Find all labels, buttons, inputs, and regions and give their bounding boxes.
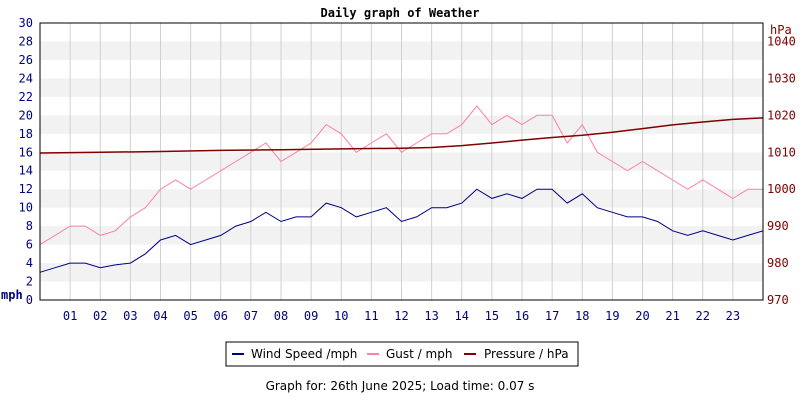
right-tick-label: 1030 <box>767 71 796 85</box>
gust-series-line <box>39 105 763 246</box>
left-tick-label: 14 <box>19 164 33 178</box>
x-axis-ticks: 01 02 03 04 05 06 07 08 09 10 11 12 13 14 15 16 17 18 19 20… <box>63 309 740 323</box>
right-tick-label: 990 <box>767 219 789 233</box>
left-tick-label: 28 <box>19 34 33 48</box>
x-tick-label: 10 <box>334 309 348 323</box>
right-tick-label: 970 <box>767 293 789 307</box>
left-axis-unit: mph <box>1 288 23 302</box>
x-tick-label: 03 <box>123 309 137 323</box>
left-tick-label: 0 <box>26 293 33 307</box>
x-tick-label: 21 <box>665 309 679 323</box>
left-tick-label: 2 <box>26 275 33 289</box>
legend: Wind Speed /mph Gust / mph Pressure / hP… <box>225 341 579 367</box>
legend-label-wind-speed: Wind Speed /mph <box>251 347 357 361</box>
plot-frame <box>39 22 764 301</box>
left-tick-label: 30 <box>19 16 33 30</box>
pressure-series-line <box>39 117 764 154</box>
x-tick-label: 16 <box>515 309 529 323</box>
x-tick-label: 14 <box>455 309 469 323</box>
x-gridlines <box>69 23 734 300</box>
x-tick-label: 18 <box>575 309 589 323</box>
x-tick-label: 05 <box>183 309 197 323</box>
left-tick-label: 26 <box>19 53 33 67</box>
left-tick-label: 16 <box>19 145 33 159</box>
right-tick-label: 980 <box>767 256 789 270</box>
right-tick-label: 1010 <box>767 145 796 159</box>
x-tick-label: 12 <box>394 309 408 323</box>
right-axis-unit: hPa <box>770 23 792 37</box>
left-tick-label: 6 <box>26 238 33 252</box>
x-tick-label: 23 <box>726 309 740 323</box>
x-tick-label: 02 <box>93 309 107 323</box>
legend-box <box>225 341 579 367</box>
right-tick-label: 1020 <box>767 108 796 122</box>
x-tick-label: 15 <box>485 309 499 323</box>
x-tick-label: 17 <box>545 309 559 323</box>
left-tick-label: 8 <box>26 219 33 233</box>
right-tick-label: 1000 <box>767 182 796 196</box>
left-tick-label: 10 <box>19 201 33 215</box>
x-tick-label: 09 <box>304 309 318 323</box>
legend-label-pressure: Pressure / hPa <box>484 347 569 361</box>
x-tick-label: 07 <box>244 309 258 323</box>
left-tick-label: 12 <box>19 182 33 196</box>
x-tick-label: 20 <box>635 309 649 323</box>
footer-status: Graph for: 26th June 2025; Load time: 0.… <box>265 379 535 393</box>
x-tick-label: 04 <box>153 309 167 323</box>
left-tick-label: 4 <box>26 256 33 270</box>
left-tick-label: 24 <box>19 71 33 85</box>
legend-label-gust: Gust / mph <box>386 347 452 361</box>
x-tick-label: 01 <box>63 309 77 323</box>
left-tick-label: 18 <box>19 127 33 141</box>
x-tick-label: 11 <box>364 309 378 323</box>
left-tick-label: 22 <box>19 90 33 104</box>
right-axis-ticks: 970 980 990 1000 1010 1020 1030 1040 <box>767 34 796 307</box>
chart-title: Daily graph of Weather <box>321 6 480 20</box>
left-tick-label: 20 <box>19 108 33 122</box>
wind-speed-series-line <box>39 188 764 273</box>
x-tick-label: 19 <box>605 309 619 323</box>
x-tick-label: 06 <box>214 309 228 323</box>
x-tick-label: 13 <box>424 309 438 323</box>
x-tick-label: 22 <box>696 309 710 323</box>
x-tick-label: 08 <box>274 309 288 323</box>
right-tick-label: 1040 <box>767 34 796 48</box>
